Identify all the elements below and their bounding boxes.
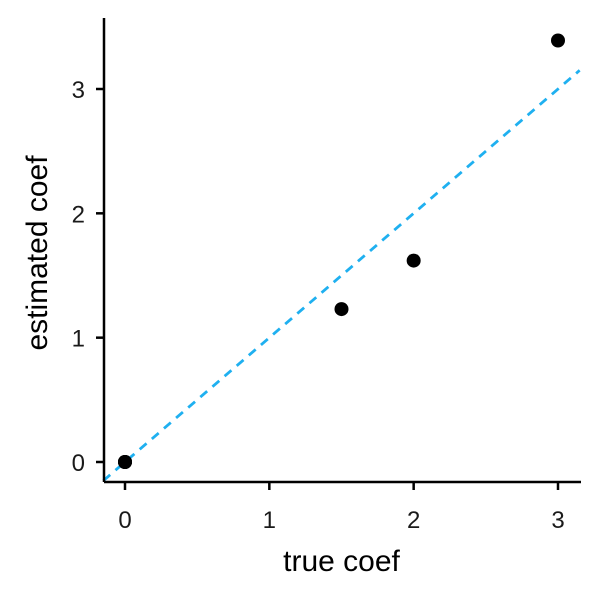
y-axis-title: estimated coef bbox=[21, 155, 54, 351]
x-tick-label: 3 bbox=[551, 507, 564, 534]
data-point bbox=[334, 302, 349, 317]
plot-area bbox=[102, 33, 581, 482]
x-tick-label: 1 bbox=[263, 507, 276, 534]
data-point bbox=[118, 455, 132, 469]
y-axis-ticks: 0 1 2 3 bbox=[72, 77, 104, 477]
axes bbox=[102, 18, 581, 484]
y-tick-label: 1 bbox=[72, 326, 85, 353]
x-axis-ticks: 0 1 2 3 bbox=[118, 482, 565, 534]
y-tick-label: 0 bbox=[72, 450, 85, 477]
x-tick-label: 0 bbox=[118, 507, 131, 534]
x-tick-label: 2 bbox=[407, 507, 420, 534]
y-tick-label: 2 bbox=[72, 201, 85, 228]
x-axis-title: true coef bbox=[283, 545, 400, 578]
y-tick-label: 3 bbox=[72, 77, 85, 104]
data-point bbox=[551, 33, 565, 48]
data-point bbox=[406, 253, 421, 268]
reference-line bbox=[102, 69, 581, 482]
